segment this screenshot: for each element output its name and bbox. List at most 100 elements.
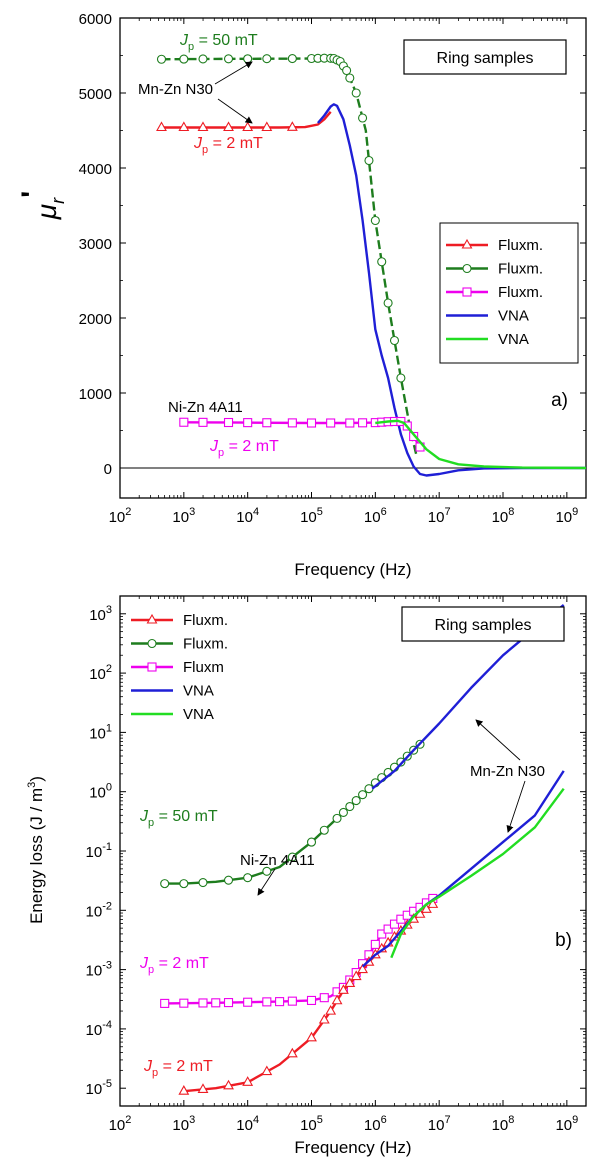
y-tick-label: 103 (89, 604, 112, 624)
legend-label: Fluxm. (498, 261, 543, 278)
annotation-nizn-4a11: Ni-Zn 4A11 (168, 399, 243, 416)
data-point (197, 121, 209, 132)
data-point (344, 977, 356, 987)
data-point (370, 215, 380, 226)
data-point (345, 801, 355, 812)
data-point (326, 418, 336, 428)
data-point (383, 924, 393, 934)
data-point (325, 1004, 337, 1015)
x-tick-label: 105 (300, 1114, 323, 1134)
ring-samples-box (401, 606, 565, 642)
data-point (243, 873, 253, 883)
data-point (223, 121, 234, 132)
data-point (179, 998, 189, 1008)
data-point (318, 1013, 330, 1024)
data-point (306, 995, 317, 1005)
x-tick-label: 107 (428, 506, 451, 526)
data-point (198, 877, 208, 888)
y-tick-label: 10-3 (86, 960, 112, 980)
data-point (358, 113, 368, 123)
tick-labels: 102 103 104 105 106 107 108 109 0 1000 2000 3000 400… (79, 11, 579, 526)
data-point (319, 825, 329, 835)
data-point (243, 997, 253, 1007)
series-line (375, 419, 587, 470)
data-point (262, 418, 272, 428)
data-point (383, 298, 393, 308)
svg-text:Energy loss (J / m3): Energy loss (J / m3) (26, 776, 46, 924)
data-point (338, 807, 348, 818)
annotation-jp-50mt: Jp = 50 mT (179, 32, 258, 53)
annotation-mnzn-n30: Mn-Zn N30 (138, 81, 213, 98)
data-point (342, 65, 352, 76)
annotation-mnzn-n30: Mn-Zn N30 (470, 763, 545, 780)
svg-text:μr': μr' (16, 191, 68, 220)
data-point (198, 54, 208, 64)
legend-label: Fluxm. (183, 612, 228, 629)
series-line (164, 897, 434, 1005)
tick-labels: 102 103 104 105 106 107 108 109 10-5 10-4 10-3 10-2… (86, 604, 579, 1134)
y-axis-label: Energy loss (J / m3) (26, 776, 46, 924)
data-point (396, 373, 406, 383)
data-point (370, 939, 380, 949)
annotation-jp-50mt: Jp = 50 mT (139, 808, 218, 829)
x-axis-label: Frequency (Hz) (294, 1138, 411, 1157)
chart-marks (156, 53, 587, 477)
panel-label: b) (555, 930, 572, 951)
data-point (223, 875, 234, 885)
data-point (179, 879, 189, 889)
data-point (261, 121, 273, 132)
data-point (345, 418, 355, 428)
data-point (287, 418, 297, 428)
panel-a: 102 103 104 105 106 107 108 109 0 1000 2000 3000 400… (16, 11, 587, 579)
annotation-jp-2mt-red: Jp = 2 mT (193, 135, 263, 156)
data-point (242, 1076, 254, 1086)
y-tick-label: 1000 (79, 386, 112, 403)
annotation-nizn-4a11: Ni-Zn 4A11 (240, 852, 315, 869)
data-point (178, 1085, 190, 1095)
y-tick-label: 4000 (79, 161, 112, 178)
data-point (337, 984, 349, 994)
data-point (420, 903, 432, 913)
data-point (147, 638, 157, 649)
data-point (275, 997, 285, 1007)
legend-label: Fluxm (183, 659, 224, 676)
data-point (350, 970, 362, 981)
annotation-arrow (257, 868, 276, 896)
x-tick-label: 106 (364, 1114, 387, 1134)
x-tick-label: 103 (172, 506, 195, 526)
data-point (262, 54, 272, 64)
x-tick-label: 107 (428, 1114, 451, 1134)
x-axis-label: Frequency (Hz) (294, 560, 411, 579)
annotation-arrow (475, 719, 521, 761)
data-point (179, 54, 189, 64)
data-point (223, 54, 234, 64)
plot-frame (119, 17, 587, 499)
x-tick-label: 108 (492, 506, 515, 526)
data-point (146, 613, 158, 624)
x-tick-label: 106 (364, 506, 387, 526)
legend-label: VNA (498, 331, 529, 348)
plot-frame (119, 595, 587, 1107)
panel-b: 102 103 104 105 106 107 108 109 10-5 10-4 10-3 10-2… (26, 595, 587, 1157)
ring-samples-label: Ring samples (437, 50, 534, 67)
legend: Fluxm. Fluxm. Fluxm. VNA VNA (446, 237, 543, 348)
data-point (377, 257, 387, 267)
data-point (287, 852, 297, 862)
x-tick-label: 104 (236, 506, 259, 526)
y-tick-label: 10-1 (86, 841, 112, 861)
x-tick-label: 103 (172, 1114, 195, 1134)
legend-label: Fluxm. (498, 237, 543, 254)
y-label-prime: ' (16, 191, 49, 198)
data-point (156, 121, 167, 132)
legend: Fluxm. Fluxm. Fluxm VNA VNA (131, 612, 228, 723)
y-tick-label: 10-5 (86, 1078, 112, 1098)
x-tick-label: 104 (236, 1114, 259, 1134)
data-point (364, 784, 374, 794)
annotation-jp-2mt-magenta: Jp = 2 mT (139, 955, 209, 976)
y-tick-label: 10-4 (86, 1019, 112, 1039)
data-point (197, 1083, 209, 1093)
legend-label: VNA (498, 308, 529, 325)
data-point (377, 929, 387, 939)
data-point (261, 1065, 273, 1076)
